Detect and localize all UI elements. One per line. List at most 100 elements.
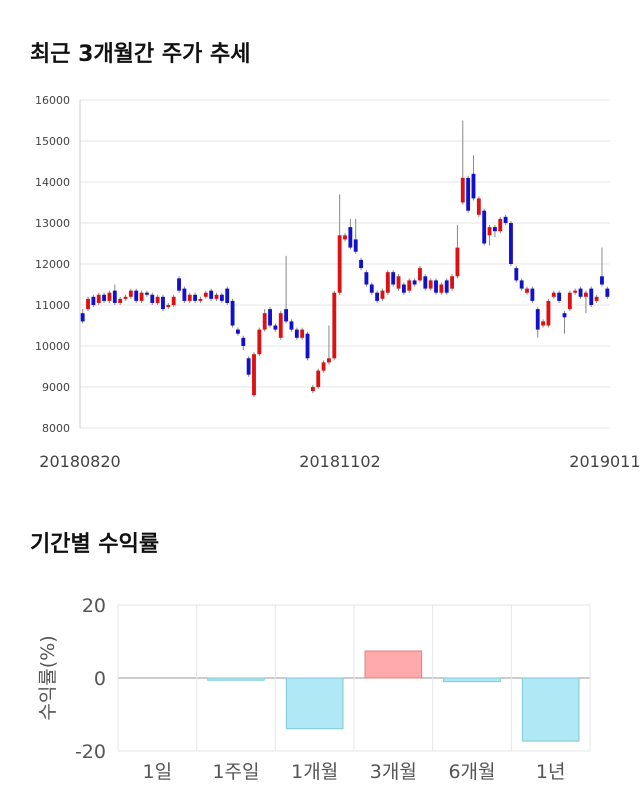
y-tick-label: 8000 xyxy=(42,422,70,435)
candle-up xyxy=(407,280,412,291)
candle-up xyxy=(171,296,176,305)
candle-down xyxy=(519,280,524,289)
candle-down xyxy=(273,325,278,330)
price-chart-title: 최근 3개월간 주가 추세 xyxy=(30,42,251,67)
candle-down xyxy=(423,276,428,289)
candle-up xyxy=(450,276,454,289)
y-tick-label: 11000 xyxy=(35,299,70,312)
candle-up xyxy=(198,298,203,301)
y-tick-label: 16000 xyxy=(35,94,70,107)
x-category-label: 1일 xyxy=(143,761,173,783)
return-bar-2 xyxy=(207,677,265,681)
return-bar-6 xyxy=(521,677,580,742)
candle-up xyxy=(525,288,529,293)
y-tick-label: -20 xyxy=(75,741,106,763)
candle-down xyxy=(600,276,604,285)
candle-up xyxy=(155,296,160,303)
x-category-label: 3개월 xyxy=(370,761,417,783)
candle-up xyxy=(257,329,262,355)
candle-up xyxy=(252,354,256,396)
candle-down xyxy=(466,177,471,211)
candle-down xyxy=(91,296,96,305)
candle-up xyxy=(567,292,572,310)
y-tick-label: 13000 xyxy=(35,217,70,230)
candle-down xyxy=(434,280,438,293)
candle-up xyxy=(203,292,208,297)
return-bar-3 xyxy=(285,677,344,730)
candle-down xyxy=(161,296,165,310)
candle-up xyxy=(551,292,556,297)
candle-down xyxy=(102,294,107,301)
return-bar-5 xyxy=(443,677,501,683)
candle-down xyxy=(578,288,583,297)
candle-up xyxy=(166,305,171,308)
return-bar-4 xyxy=(364,650,423,679)
candle-down xyxy=(503,216,508,223)
x-category-label: 1주일 xyxy=(212,761,259,783)
x-category-label: 1년 xyxy=(536,761,566,783)
candle-down xyxy=(444,280,449,293)
y-tick-label: 20 xyxy=(82,595,106,617)
candle-up xyxy=(118,298,123,303)
candle-up xyxy=(546,300,551,326)
candle-up xyxy=(278,313,283,338)
candle-down xyxy=(359,259,363,269)
y-axis-label: 수익률(%) xyxy=(37,635,59,720)
candle-down xyxy=(364,272,369,285)
candle-up xyxy=(487,227,492,236)
candle-down xyxy=(182,288,187,301)
candle-up xyxy=(460,177,465,203)
x-category-label: 6개월 xyxy=(448,761,495,783)
candle-up xyxy=(583,292,588,297)
candle-up xyxy=(96,294,101,303)
candle-down xyxy=(225,288,230,303)
candle-down xyxy=(241,337,246,346)
candle-up xyxy=(86,298,90,310)
candle-down xyxy=(492,227,497,232)
candle-up xyxy=(396,276,401,289)
candle-down xyxy=(401,284,406,293)
candle-down xyxy=(268,309,272,326)
candle-up xyxy=(128,290,133,297)
candle-down xyxy=(391,272,396,285)
candle-down xyxy=(353,239,358,252)
candle-up xyxy=(310,387,315,392)
candle-up xyxy=(418,268,422,281)
candle-up xyxy=(380,290,385,299)
candle-up xyxy=(455,247,460,277)
candle-down xyxy=(80,313,85,322)
candle-up xyxy=(187,294,192,301)
candle-up xyxy=(107,292,112,301)
candle-down xyxy=(230,300,235,326)
candle-down xyxy=(514,268,519,281)
candle-down xyxy=(246,358,251,375)
candle-up xyxy=(573,290,578,293)
x-tick-label: 20181102 xyxy=(299,452,380,471)
candle-down xyxy=(557,292,562,301)
y-tick-label: 14000 xyxy=(35,176,70,189)
candle-down xyxy=(219,294,224,301)
candle-down xyxy=(605,288,610,297)
candle-up xyxy=(541,321,546,326)
candle-down xyxy=(284,309,289,322)
candle-down xyxy=(589,288,594,305)
candle-down xyxy=(562,313,567,318)
candle-up xyxy=(476,198,481,215)
y-tick-label: 15000 xyxy=(35,135,70,148)
candle-up xyxy=(439,284,444,293)
candle-down xyxy=(369,284,374,293)
price-candlestick-chart: 16000 15000 14000 13000 12000 11000 10000 9000 8… xyxy=(35,94,640,471)
returns-chart-title: 기간별 수익률 xyxy=(30,532,160,557)
candle-down xyxy=(177,278,181,291)
candle-down xyxy=(209,290,214,299)
x-tick-label: 20180820 xyxy=(39,452,120,471)
candle-up xyxy=(385,272,390,293)
candle-up xyxy=(123,296,128,299)
candle-down xyxy=(530,288,535,301)
candle-up xyxy=(139,292,144,301)
candle-down xyxy=(509,223,513,264)
candle-down xyxy=(193,294,198,301)
candle-down xyxy=(375,292,380,301)
candle-up xyxy=(332,292,337,359)
